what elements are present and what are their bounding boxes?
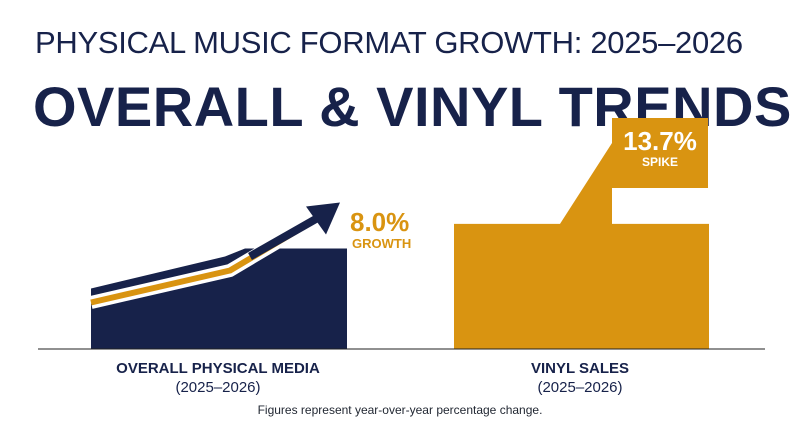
value-label-vinyl: 13.7%	[623, 126, 697, 156]
category-period: (2025–2026)	[175, 379, 261, 396]
chart-title: PHYSICAL MUSIC FORMAT GROWTH: 2025–2026	[35, 25, 743, 60]
bar-vinyl-sales	[454, 143, 709, 349]
callout-box-vinyl	[612, 118, 708, 188]
category-label-overall: OVERALL PHYSICAL MEDIA (2025–2026)	[78, 359, 358, 397]
value-label-overall: 8.0%	[350, 207, 409, 237]
category-period: (2025–2026)	[537, 379, 623, 396]
value-caption-vinyl: SPIKE	[642, 155, 678, 169]
trend-arrowhead	[306, 202, 340, 235]
bar-overall-physical-media	[91, 248, 347, 349]
category-name: OVERALL PHYSICAL MEDIA	[116, 360, 320, 377]
category-name: VINYL SALES	[530, 360, 630, 377]
category-label-vinyl: VINYL SALES (2025–2026)	[450, 359, 710, 397]
footnote: Figures represent year-over-year percent…	[257, 403, 543, 417]
value-caption-overall: GROWTH	[352, 236, 411, 251]
trend-arrow-shaft	[248, 212, 324, 260]
chart-marks: 8.0%GROWTH 13.7%SPIKE	[89, 118, 709, 349]
